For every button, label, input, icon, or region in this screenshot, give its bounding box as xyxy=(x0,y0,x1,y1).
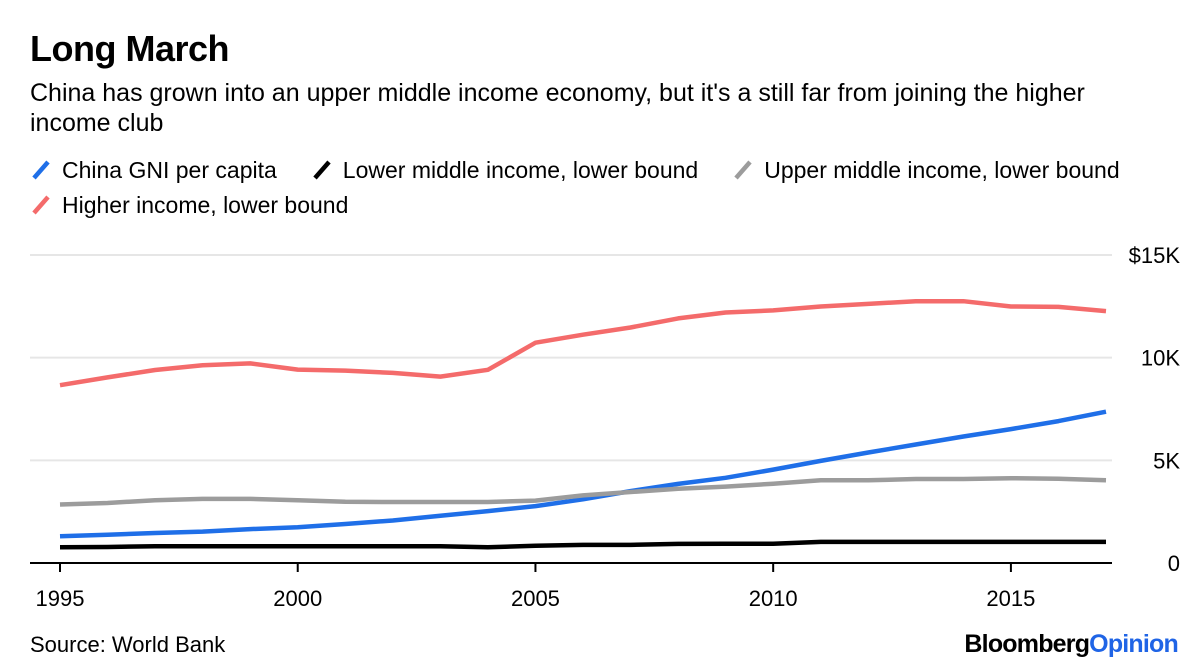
legend-label: Upper middle income, lower bound xyxy=(764,157,1120,183)
x-axis xyxy=(30,562,1112,572)
legend-swatch xyxy=(32,160,50,180)
x-tick-label: 1995 xyxy=(36,586,85,611)
series-line xyxy=(59,409,1107,539)
grid-lines xyxy=(30,254,1112,462)
legend-label: Higher income, lower bound xyxy=(62,192,349,218)
series-lines xyxy=(59,298,1107,550)
legend-swatch xyxy=(734,160,752,180)
legend-label: China GNI per capita xyxy=(62,157,277,183)
legend-item: Higher income, lower bound xyxy=(30,189,348,221)
legend-swatch xyxy=(313,160,331,180)
legend-item: Lower middle income, lower bound xyxy=(311,154,698,186)
series-line xyxy=(59,539,1106,550)
y-tick-label: 0 xyxy=(1168,551,1180,576)
x-tick-label: 2010 xyxy=(749,586,798,611)
chart-title: Long March xyxy=(30,28,230,69)
y-tick-label: $15K xyxy=(1129,243,1181,268)
legend-swatch xyxy=(32,195,50,215)
x-tick-label: 2015 xyxy=(986,586,1035,611)
legend-item: Upper middle income, lower bound xyxy=(732,154,1120,186)
y-tick-label: 5K xyxy=(1153,448,1180,473)
source-note: Source: World Bank xyxy=(30,632,226,657)
brand-logo: BloombergOpinion xyxy=(964,630,1178,659)
x-tick-label: 2000 xyxy=(273,586,322,611)
brand-part-opinion: Opinion xyxy=(1089,630,1179,658)
series-line xyxy=(59,475,1107,507)
y-tick-label: 10K xyxy=(1141,346,1180,371)
legend-label: Lower middle income, lower bound xyxy=(342,157,699,183)
chart-subtitle: China has grown into an upper middle inc… xyxy=(30,79,1085,137)
series-line xyxy=(59,298,1107,388)
brand-part-bloomberg: Bloomberg xyxy=(964,630,1090,658)
chart-legend: China GNI per capita Lower middle income,… xyxy=(30,154,1170,224)
legend-item: China GNI per capita xyxy=(30,154,277,186)
tick-labels: 0 5K 10K $15K 1995 2000 2005 2010 2015 xyxy=(36,243,1181,611)
x-tick-label: 2005 xyxy=(511,586,560,611)
